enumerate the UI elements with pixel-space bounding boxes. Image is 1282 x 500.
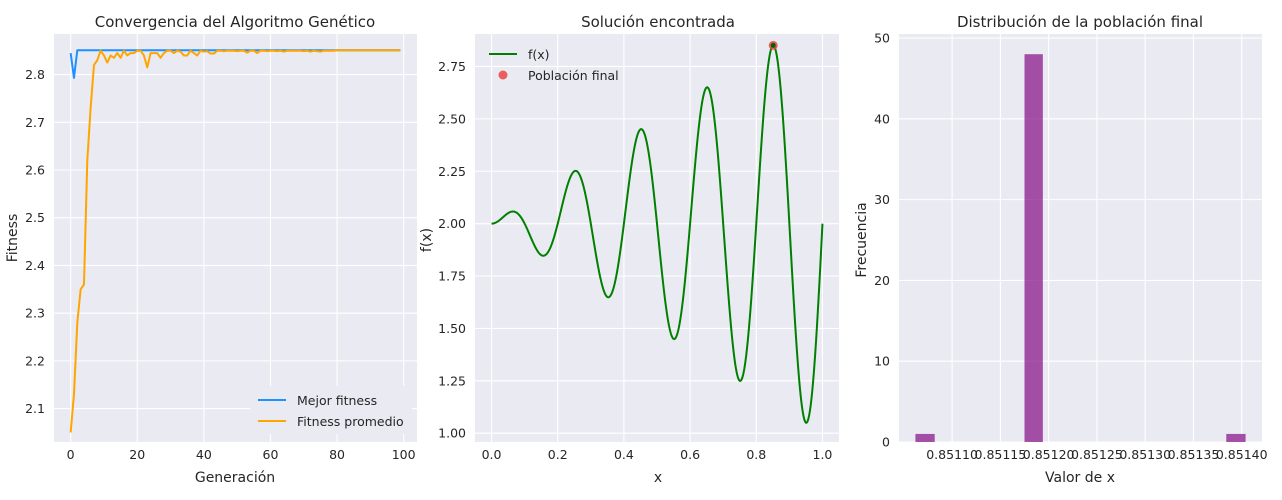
fx-curve: [491, 44, 824, 424]
histogram-bars: [915, 54, 1246, 442]
convergence-plot-area: [54, 34, 417, 442]
x-tick-label: 0: [67, 447, 75, 462]
convergence-legend-box: [250, 386, 412, 434]
convergence-xlabel: Generación: [195, 470, 275, 486]
y-tick-label: 10: [874, 354, 890, 369]
y-tick-label: 30: [874, 192, 890, 207]
histogram-plot-area: [899, 34, 1262, 442]
y-tick-label: 2.6: [25, 163, 45, 178]
histogram-xlabel: Valor de x: [1045, 470, 1115, 486]
convergence-title: Convergencia del Algoritmo Genético: [95, 13, 375, 31]
x-tick-label: 0.85120: [1023, 447, 1075, 462]
y-tick-label: 2.25: [438, 164, 466, 179]
solution-grid: [475, 34, 839, 442]
x-tick-label: 40: [196, 447, 212, 462]
y-tick-label: 2.8: [25, 67, 45, 82]
legend-label-avg: Fitness promedio: [297, 414, 404, 429]
y-tick-label: 40: [874, 111, 890, 126]
y-tick-label: 20: [874, 273, 890, 288]
convergence-grid: [54, 34, 417, 442]
y-tick-label: 1.00: [438, 426, 466, 441]
x-tick-label: 60: [263, 447, 279, 462]
x-tick-label: 0.8: [746, 447, 766, 462]
x-tick-label: 0.2: [548, 447, 568, 462]
best-solution-point: [770, 42, 776, 48]
x-tick-label: 100: [392, 447, 416, 462]
convergence-legend: Mejor fitness Fitness promedio: [250, 386, 412, 434]
histogram-bar: [1226, 433, 1246, 442]
legend-label-population: Población final: [528, 68, 619, 83]
y-tick-label: 2.00: [438, 216, 466, 231]
convergence-chart: 0 20 40 60 80 100 2.1 2.2 2.3 2.4 2.5 2.6 2.7 2.8 Con…: [5, 13, 417, 486]
y-tick-label: 2.50: [438, 111, 466, 126]
x-tick-label: 0.85135: [1168, 447, 1220, 462]
solution-legend: f(x) Población final: [489, 47, 619, 83]
legend-label-fx: f(x): [528, 47, 550, 62]
y-tick-label: 50: [874, 31, 890, 46]
x-tick-label: 0.4: [614, 447, 634, 462]
y-tick-label: 2.3: [25, 306, 45, 321]
convergence-ylabel: Fitness: [5, 214, 21, 263]
histogram-tick-labels: 0.851100.851150.851200.851250.851300.851…: [874, 31, 1268, 462]
avg-fitness-line: [69, 49, 401, 433]
solution-chart: 0.0 0.2 0.4 0.6 0.8 1.0 1.00 1.25 1.50 1.75 2.00 2.…: [419, 13, 839, 486]
y-tick-label: 2.1: [25, 401, 45, 416]
legend-swatch-population: [498, 70, 508, 80]
histogram-title: Distribución de la población final: [957, 13, 1203, 31]
x-tick-label: 0.85125: [1071, 447, 1123, 462]
histogram-chart: 0.851100.851150.851200.851250.851300.851…: [854, 13, 1268, 486]
x-tick-label: 80: [329, 447, 345, 462]
convergence-series: [69, 49, 401, 433]
y-tick-label: 1.25: [438, 373, 466, 388]
solution-xlabel: x: [654, 470, 662, 486]
y-tick-label: 2.75: [438, 59, 466, 74]
y-tick-label: 1.75: [438, 269, 466, 284]
y-tick-label: 2.5: [25, 210, 45, 225]
y-tick-label: 0: [882, 435, 890, 450]
y-tick-label: 2.4: [25, 258, 45, 273]
histogram-bar: [1024, 54, 1043, 442]
x-tick-label: 0.0: [482, 447, 502, 462]
solution-tick-labels: 0.0 0.2 0.4 0.6 0.8 1.0 1.00 1.25 1.50 1.75 2.00 2.…: [438, 59, 832, 462]
x-tick-label: 0.85130: [1119, 447, 1171, 462]
x-tick-label: 0.6: [680, 447, 700, 462]
x-tick-label: 0.85115: [975, 447, 1027, 462]
x-tick-label: 0.85140: [1216, 447, 1268, 462]
legend-label-best: Mejor fitness: [297, 393, 377, 408]
histogram-ylabel: Frecuencia: [854, 202, 870, 277]
x-tick-label: 0.85110: [926, 447, 978, 462]
convergence-tick-labels: 0 20 40 60 80 100 2.1 2.2 2.3 2.4 2.5 2.6 2.7 2.8: [25, 67, 416, 462]
solution-series: [491, 40, 824, 424]
solution-plot-area: [475, 34, 839, 442]
y-tick-label: 2.7: [25, 115, 45, 130]
histogram-bar: [915, 433, 935, 442]
histogram-grid: [899, 34, 1262, 443]
y-tick-label: 1.50: [438, 321, 466, 336]
x-tick-label: 20: [129, 447, 145, 462]
x-tick-label: 1.0: [813, 447, 833, 462]
solution-ylabel: f(x): [419, 228, 435, 252]
y-tick-label: 2.2: [25, 353, 45, 368]
solution-title: Solución encontrada: [581, 13, 735, 31]
